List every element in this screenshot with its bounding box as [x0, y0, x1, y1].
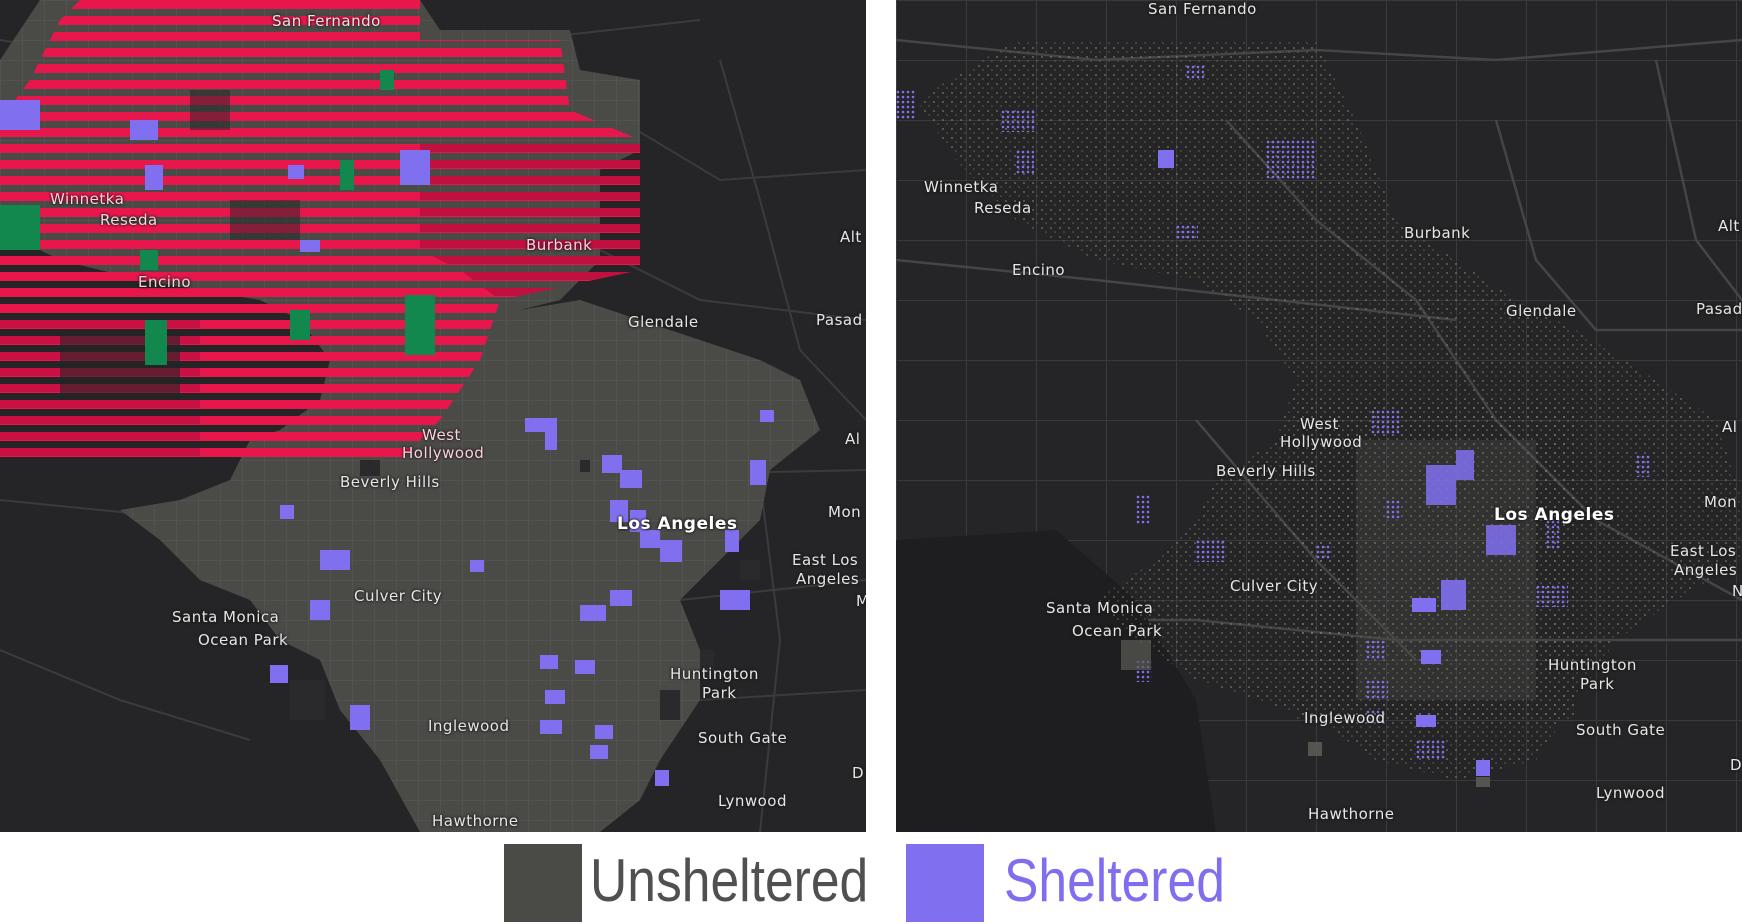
label-glendale: Glendale — [1506, 302, 1577, 320]
right-map[interactable]: San Fernando Winnetka Reseda Encino Burb… — [896, 0, 1742, 832]
label-altadena: Alt — [840, 228, 862, 246]
label-east-la-line1: East Los — [792, 551, 859, 569]
label-ocean-park: Ocean Park — [198, 631, 289, 649]
label-hawthorne: Hawthorne — [432, 812, 519, 830]
label-san-fernando: San Fernando — [272, 12, 381, 30]
label-hawthorne: Hawthorne — [1308, 805, 1395, 823]
label-n: N — [1732, 582, 1742, 600]
label-beverly-hills: Beverly Hills — [340, 473, 440, 491]
unsheltered-dots — [916, 40, 1742, 780]
label-san-fernando: San Fernando — [1148, 0, 1257, 18]
label-winnetka: Winnetka — [924, 178, 999, 196]
label-east-la-line2: Angeles — [1674, 561, 1738, 579]
right-map-canvas — [896, 0, 1742, 832]
label-huntington-park-line2: Park — [702, 684, 737, 702]
label-burbank: Burbank — [1404, 224, 1471, 242]
label-huntington-park-line1: Huntington — [670, 665, 759, 683]
label-alhambra: Al — [1722, 418, 1738, 436]
label-pasadena: Pasad — [1696, 300, 1742, 318]
label-inglewood: Inglewood — [1304, 709, 1386, 727]
label-beverly-hills: Beverly Hills — [1216, 462, 1316, 480]
sheltered-swatch — [906, 844, 984, 922]
label-reseda: Reseda — [974, 199, 1032, 217]
label-encino: Encino — [1012, 261, 1066, 279]
label-south-gate: South Gate — [698, 729, 788, 747]
label-west-hollywood-line1: West — [1300, 415, 1339, 433]
label-monterey-park: Mon — [1704, 493, 1738, 511]
label-encino: Encino — [138, 273, 192, 291]
label-south-gate: South Gate — [1576, 721, 1666, 739]
label-reseda: Reseda — [100, 211, 158, 229]
label-east-la-line1: East Los — [1670, 542, 1737, 560]
label-santa-monica: Santa Monica — [172, 608, 280, 626]
left-map-canvas — [0, 0, 866, 832]
label-west-hollywood-line1: West — [422, 426, 461, 444]
label-culver-city: Culver City — [1230, 577, 1319, 595]
label-winnetka: Winnetka — [50, 190, 125, 208]
dark-tracts — [1121, 640, 1490, 787]
sheltered-clusters — [896, 65, 1650, 776]
label-alhambra: Al — [845, 430, 861, 448]
unsheltered-legend-label: Unsheltered — [590, 847, 869, 914]
label-west-hollywood-line2: Hollywood — [402, 444, 485, 462]
label-east-la-line2: Angeles — [796, 570, 860, 588]
legend: Unsheltered Sheltered — [0, 832, 1742, 924]
label-glendale: Glendale — [628, 313, 699, 331]
label-pasadena: Pasad — [816, 311, 863, 329]
label-altadena: Alt — [1718, 217, 1740, 235]
left-map[interactable]: San Fernando Winnetka Reseda Encino Burb… — [0, 0, 866, 832]
label-m: M — [856, 592, 866, 610]
label-santa-monica: Santa Monica — [1046, 599, 1154, 617]
highlight-tracts-green — [0, 70, 435, 365]
unsheltered-swatch — [504, 844, 582, 922]
label-ocean-park: Ocean Park — [1072, 622, 1163, 640]
sheltered-legend-label: Sheltered — [1004, 847, 1225, 914]
label-monterey-park: Mon — [828, 503, 862, 521]
label-culver-city: Culver City — [354, 587, 443, 605]
dark-tracts — [290, 460, 760, 720]
label-los-angeles: Los Angeles — [1494, 505, 1615, 525]
label-lynwood: Lynwood — [1596, 784, 1666, 802]
label-lynwood: Lynwood — [718, 792, 788, 810]
label-huntington-park-line2: Park — [1580, 675, 1615, 693]
label-los-angeles: Los Angeles — [617, 514, 738, 534]
label-d: D — [1730, 756, 1742, 774]
label-huntington-park-line1: Huntington — [1548, 656, 1637, 674]
label-inglewood: Inglewood — [428, 717, 510, 735]
label-west-hollywood-line2: Hollywood — [1280, 433, 1363, 451]
label-burbank: Burbank — [526, 236, 593, 254]
sheltered-tracts — [0, 100, 774, 786]
label-d: D — [852, 764, 865, 782]
